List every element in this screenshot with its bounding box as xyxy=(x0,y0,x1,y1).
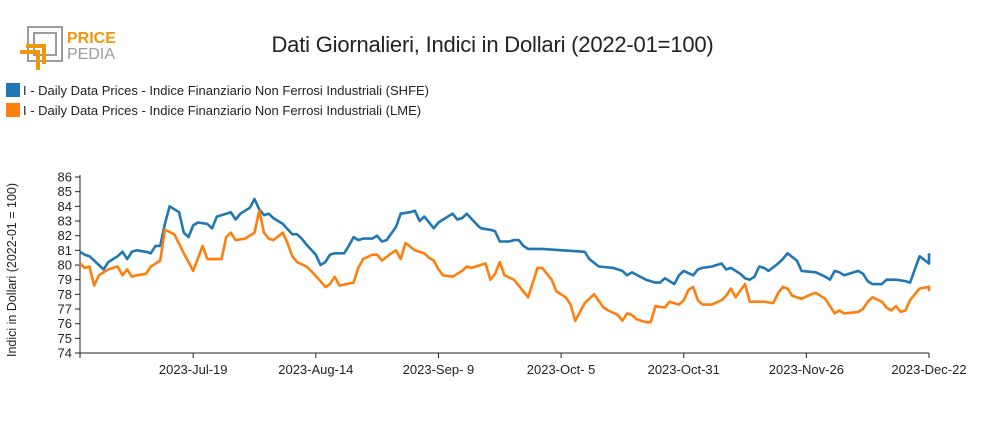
series-lines xyxy=(79,197,931,324)
chart-title: Dati Giornalieri, Indici in Dollari (202… xyxy=(271,32,714,57)
y-tick-label-84: 84 xyxy=(58,199,72,214)
y-tick-label-74: 74 xyxy=(58,346,72,361)
x-tick-label-5: 2023-Nov-26 xyxy=(769,362,844,377)
x-tick-label-1: 2023-Aug-14 xyxy=(278,362,353,377)
y-tick-label-82: 82 xyxy=(58,228,72,243)
logo-word-pedia: PEDIA xyxy=(67,46,115,63)
y-tick-label-79: 79 xyxy=(58,272,72,287)
legend-item-lme[interactable]: I - Daily Data Prices - Indice Finanziar… xyxy=(6,100,429,120)
y-tick-label-85: 85 xyxy=(58,184,72,199)
logo-word-price: PRICE xyxy=(67,30,116,47)
legend-label-lme: I - Daily Data Prices - Indice Finanziar… xyxy=(23,102,422,118)
y-tick-label-80: 80 xyxy=(58,258,72,273)
y-tick-label-83: 83 xyxy=(58,214,72,229)
legend-item-shfe[interactable]: I - Daily Data Prices - Indice Finanziar… xyxy=(6,80,429,100)
x-tick-label-3: 2023-Oct- 5 xyxy=(527,362,596,377)
x-tick-label-0: 2023-Jul-19 xyxy=(159,362,228,377)
y-tick-label-81: 81 xyxy=(58,243,72,258)
series-line-shfe xyxy=(79,197,931,286)
legend-swatch-lme xyxy=(6,103,20,117)
y-tick-label-77: 77 xyxy=(58,302,72,317)
y-tick-label-75: 75 xyxy=(58,331,72,346)
logo-mark-icon: PRICE PEDIA xyxy=(20,26,116,70)
pricepedia-logo: PRICE PEDIA xyxy=(20,26,130,72)
series-line-lme xyxy=(79,209,931,324)
x-axis: 2023-Jul-19 2023-Aug-14 2023-Sep- 9 2023-Oc… xyxy=(79,352,967,377)
y-tick-label-76: 76 xyxy=(58,316,72,331)
x-tick-label-2: 2023-Sep- 9 xyxy=(403,362,475,377)
y-tick-label-86: 86 xyxy=(58,170,72,185)
legend: I - Daily Data Prices - Indice Finanziar… xyxy=(6,80,429,120)
x-tick-label-6: 2023-Dec-22 xyxy=(891,362,966,377)
y-tick-label-78: 78 xyxy=(58,287,72,302)
legend-swatch-shfe xyxy=(6,83,20,97)
legend-label-shfe: I - Daily Data Prices - Indice Finanziar… xyxy=(23,82,430,98)
x-tick-label-4: 2023-Oct-31 xyxy=(648,362,720,377)
